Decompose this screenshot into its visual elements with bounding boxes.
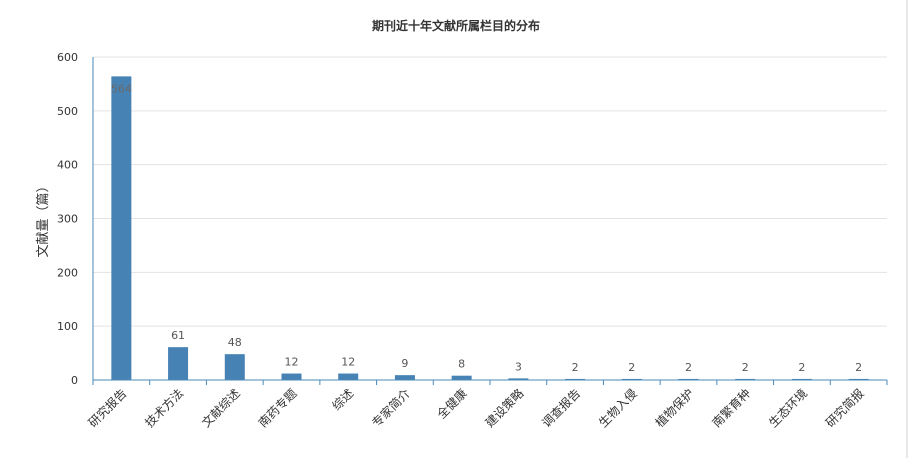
bars (111, 76, 869, 380)
y-tick-label: 0 (71, 374, 78, 387)
x-tick-label: 生物入侵 (595, 386, 640, 431)
y-tick-label: 500 (57, 105, 78, 118)
y-axis-title: 文献量（篇） (36, 179, 51, 257)
bar[interactable] (281, 373, 302, 380)
data-label: 61 (171, 329, 185, 342)
x-tick-label: 生态环境 (765, 386, 810, 431)
x-tick-label: 文献综述 (198, 386, 243, 431)
y-tick-label: 300 (57, 213, 78, 226)
bar[interactable] (111, 76, 132, 380)
data-label: 3 (515, 360, 522, 373)
panel-border (906, 0, 908, 458)
x-tick-label: 研究简报 (822, 386, 867, 431)
y-tick-label: 400 (57, 159, 78, 172)
data-labels: 564 61 48 12 12 9 8 3 2 2 2 2 2 2 (111, 82, 862, 374)
data-label: 48 (228, 336, 242, 349)
data-label: 2 (742, 361, 749, 374)
x-tick-label: 全健康 (434, 386, 470, 422)
gridlines (93, 56, 887, 327)
data-label: 2 (798, 361, 805, 374)
y-tick-label: 200 (57, 266, 78, 279)
data-label: 8 (458, 358, 465, 371)
bar[interactable] (621, 378, 642, 380)
x-tick-label: 专家简介 (368, 386, 413, 431)
data-label: 2 (685, 361, 692, 374)
data-label: 564 (111, 82, 132, 95)
x-tick-label: 综述 (329, 386, 356, 413)
bar[interactable] (565, 378, 586, 380)
y-tick-label: 600 (57, 51, 78, 64)
data-label: 12 (341, 356, 355, 369)
chart-title: 期刊近十年文献所属栏目的分布 (372, 18, 540, 33)
bar[interactable] (394, 375, 415, 380)
data-label: 2 (628, 361, 635, 374)
bar[interactable] (508, 378, 529, 380)
bar[interactable] (168, 347, 189, 380)
x-tick-label: 建设策略 (482, 386, 527, 431)
x-tick-label: 技术方法 (142, 386, 187, 431)
data-label: 9 (401, 357, 408, 370)
y-tick-label: 100 (57, 320, 78, 333)
data-label: 2 (855, 361, 862, 374)
x-tick-label: 南繁育种 (709, 386, 754, 431)
x-tick-label: 南药专题 (255, 386, 300, 431)
data-label: 12 (285, 356, 299, 369)
bar[interactable] (678, 378, 699, 380)
x-tick-label: 植物保护 (652, 386, 697, 431)
x-tick-label: 研究报告 (85, 386, 130, 431)
bar[interactable] (791, 378, 812, 380)
bar[interactable] (338, 373, 359, 380)
bar[interactable] (451, 375, 472, 380)
data-label: 2 (572, 361, 579, 374)
bar[interactable] (848, 378, 869, 380)
bar[interactable] (224, 354, 245, 380)
x-tick-label: 调查报告 (539, 386, 584, 431)
bar[interactable] (735, 378, 756, 380)
